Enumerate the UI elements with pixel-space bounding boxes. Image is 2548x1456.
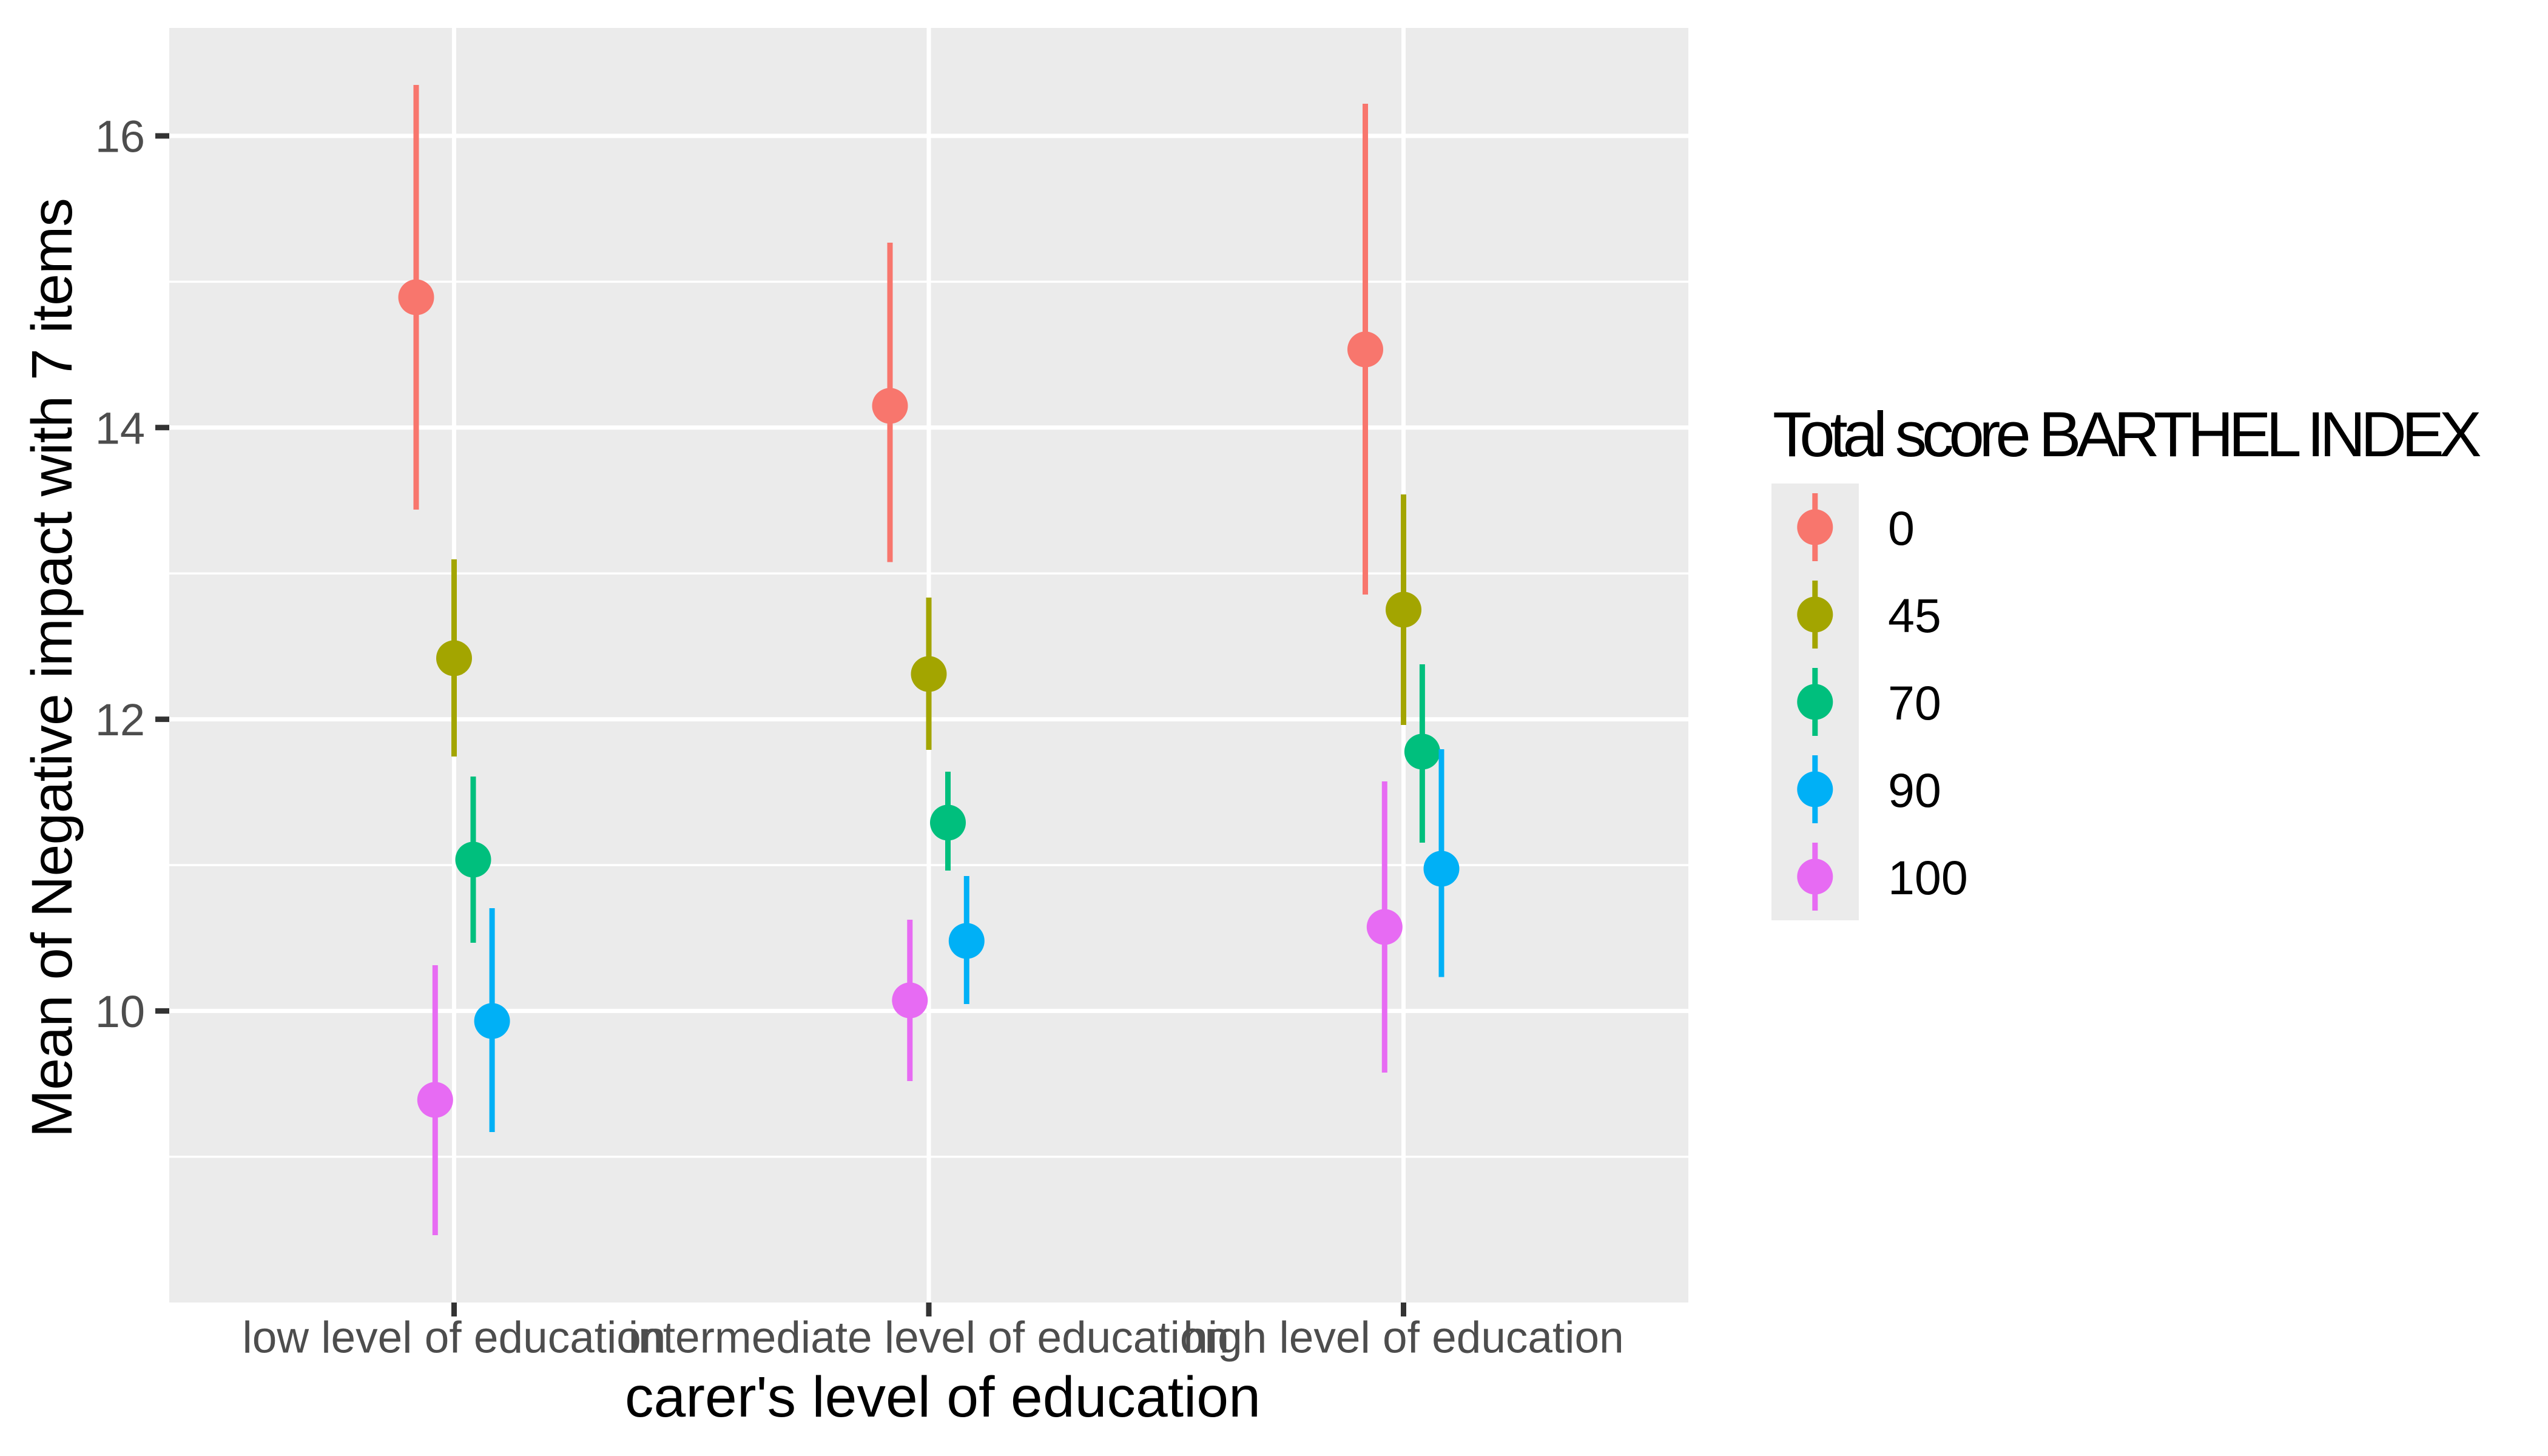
svg-text:14: 14 bbox=[95, 403, 145, 453]
svg-text:70: 70 bbox=[1888, 676, 1941, 730]
svg-text:0: 0 bbox=[1888, 501, 1915, 555]
svg-text:100: 100 bbox=[1888, 851, 1968, 905]
svg-text:10: 10 bbox=[95, 986, 145, 1037]
svg-text:intermediate level of educatio: intermediate level of education bbox=[629, 1313, 1229, 1362]
svg-text:90: 90 bbox=[1888, 763, 1941, 817]
svg-text:45: 45 bbox=[1888, 588, 1941, 642]
svg-text:high level of education: high level of education bbox=[1183, 1313, 1623, 1362]
svg-text:Mean of Negative impact with 7: Mean of Negative impact with 7 items bbox=[20, 198, 84, 1138]
svg-text:Total score BARTHEL INDEX: Total score BARTHEL INDEX bbox=[1773, 399, 2481, 470]
svg-text:16: 16 bbox=[95, 112, 145, 162]
svg-text:12: 12 bbox=[95, 695, 145, 745]
svg-text:carer's level of education: carer's level of education bbox=[625, 1365, 1261, 1429]
svg-text:low level of education: low level of education bbox=[243, 1313, 666, 1362]
